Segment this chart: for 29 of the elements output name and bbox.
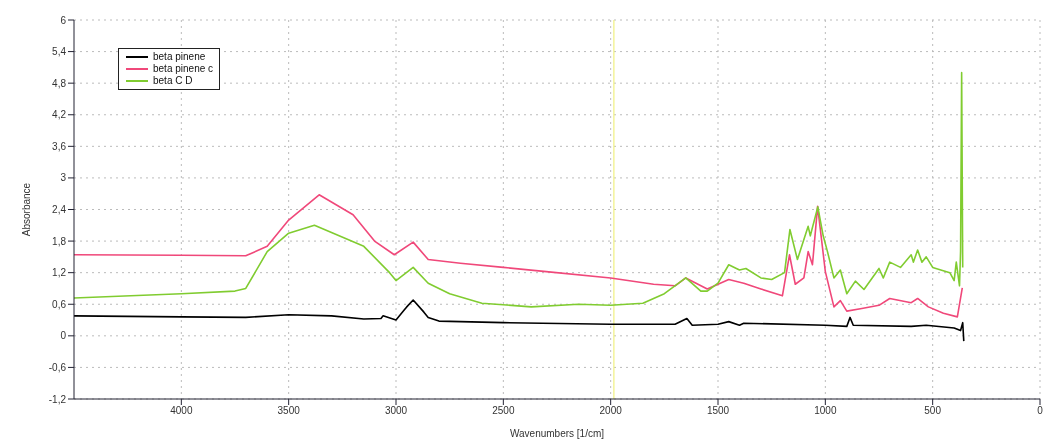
y-tick-label: 4,8 <box>52 77 67 89</box>
y-tick-label: -1,2 <box>48 393 67 405</box>
y-tick-label: 5,4 <box>52 46 67 58</box>
y-tick-label: 0,6 <box>52 298 67 310</box>
y-tick-label: 3 <box>60 172 67 184</box>
x-axis-title: Wavenumbers [1/cm] <box>509 428 605 439</box>
y-axis-title: Absorbance <box>20 182 32 237</box>
y-tick-label: 1,8 <box>52 235 67 247</box>
x-tick-label: 1000 <box>814 405 837 417</box>
x-tick-label: 0 <box>1037 405 1044 417</box>
line-series <box>74 299 965 342</box>
x-tick-label: 1500 <box>706 405 730 417</box>
y-tick-label: 4,2 <box>52 109 67 121</box>
legend-label: beta C D <box>153 75 193 87</box>
x-tick-label: 3000 <box>384 405 408 417</box>
y-tick-label: 0 <box>60 330 67 342</box>
x-tick-label: 2500 <box>492 405 515 417</box>
x-tick-label: 3500 <box>277 405 301 417</box>
legend-label: beta pinene <box>153 51 206 63</box>
line-series <box>74 193 964 318</box>
legend-label: beta pinene c <box>153 63 214 75</box>
y-tick-label: 3,6 <box>52 140 67 152</box>
y-tick-label: 2,4 <box>52 204 67 216</box>
y-tick-label: 1,2 <box>52 267 67 279</box>
x-tick-label: 2000 <box>599 405 623 417</box>
x-tick-label: 4000 <box>170 405 193 417</box>
y-tick-label: 6 <box>60 14 67 26</box>
y-tick-label: -0,6 <box>48 361 67 373</box>
x-tick-label: 500 <box>924 405 942 417</box>
